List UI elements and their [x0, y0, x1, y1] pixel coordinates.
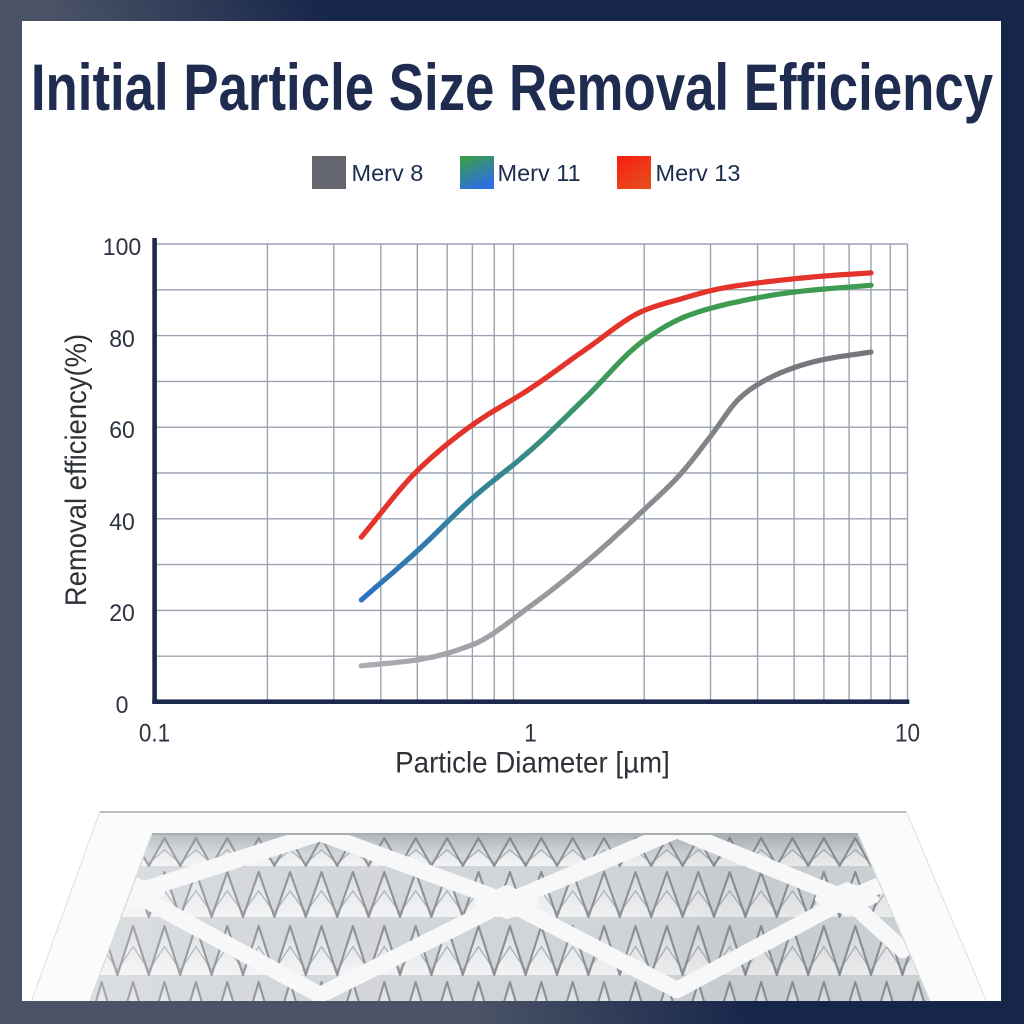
svg-text:Merv 11: Merv 11: [498, 160, 581, 186]
svg-text:80: 80: [109, 325, 135, 353]
svg-text:40: 40: [109, 508, 135, 536]
svg-text:20: 20: [109, 599, 135, 627]
svg-text:1: 1: [524, 719, 537, 747]
svg-text:100: 100: [103, 233, 141, 261]
svg-text:Merv 13: Merv 13: [656, 160, 741, 186]
svg-text:Merv 8: Merv 8: [352, 160, 424, 186]
svg-text:60: 60: [109, 416, 135, 444]
svg-text:Particle Diameter [µm]: Particle Diameter [µm]: [395, 747, 670, 780]
svg-text:10: 10: [895, 719, 920, 747]
svg-text:Removal efficiency(%): Removal efficiency(%): [60, 334, 93, 606]
svg-text:Initial Particle Size Removal: Initial Particle Size Removal Efficiency: [31, 50, 993, 124]
svg-text:0.1: 0.1: [139, 719, 170, 747]
svg-text:0: 0: [116, 691, 129, 719]
